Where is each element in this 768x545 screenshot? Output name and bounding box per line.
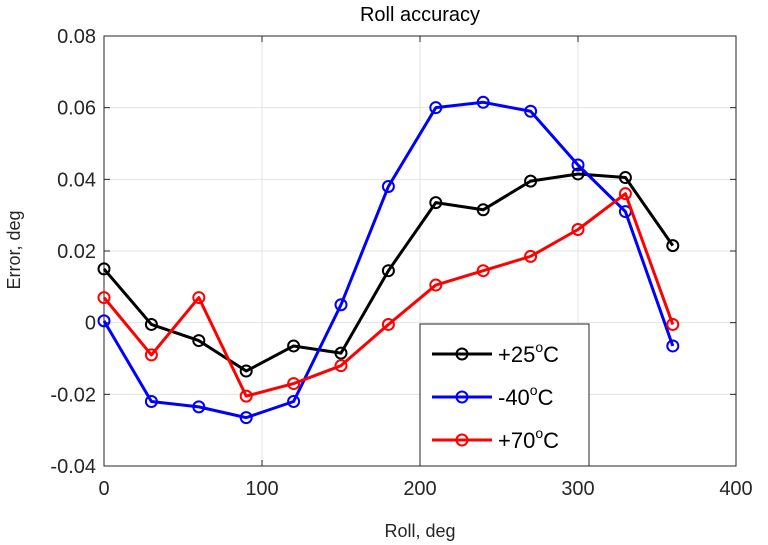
y-axis-title: Error, deg <box>4 210 24 289</box>
legend-box <box>419 323 590 467</box>
data-point <box>666 239 680 253</box>
data-point <box>144 317 158 331</box>
y-tick-label: 0.04 <box>57 169 96 191</box>
chart-title: Roll accuracy <box>360 4 480 26</box>
data-point <box>287 395 301 408</box>
x-tick-label: 400 <box>719 478 752 500</box>
data-point <box>334 346 348 360</box>
legend-item: +25oC <box>432 339 559 367</box>
data-point <box>476 95 490 109</box>
y-tick-label: -0.02 <box>50 384 96 406</box>
data-point <box>571 223 585 236</box>
axis-ticks: 0 100 200 300 400 -0.04 -0.02 0 0.02 0.04 0.06 0.08 <box>50 26 752 500</box>
data-point <box>571 158 585 172</box>
legend-label: -40oC <box>498 382 554 410</box>
data-point <box>524 104 538 118</box>
data-point <box>239 364 253 378</box>
data-point <box>476 264 490 278</box>
data-point <box>97 291 111 305</box>
series-0 <box>97 167 680 378</box>
data-point <box>192 400 206 414</box>
series-layer <box>97 95 680 425</box>
data-point <box>287 339 301 353</box>
x-tick-label: 100 <box>245 478 278 500</box>
legend-marker <box>455 433 469 447</box>
legend-marker <box>455 347 469 361</box>
data-point <box>334 359 348 373</box>
legend: +25oC -40oC +70oC <box>419 323 590 467</box>
x-tick-label: 300 <box>561 478 594 500</box>
legend-marker <box>455 390 469 404</box>
legend-item: +70oC <box>432 425 559 453</box>
data-point <box>381 180 395 193</box>
data-point <box>618 171 632 185</box>
data-point <box>666 317 680 331</box>
x-tick-label: 200 <box>403 478 436 500</box>
data-point <box>476 203 490 217</box>
data-point <box>239 389 253 403</box>
series-line <box>102 192 675 398</box>
y-tick-label: 0 <box>85 313 96 335</box>
data-point <box>97 314 111 328</box>
data-point <box>666 339 680 353</box>
data-point <box>381 317 395 331</box>
data-point <box>524 174 538 188</box>
y-tick-label: -0.04 <box>50 456 96 478</box>
data-point <box>144 348 158 362</box>
data-point <box>239 411 253 425</box>
series-line <box>102 100 675 420</box>
data-point <box>429 101 443 115</box>
data-point <box>192 291 206 305</box>
data-point <box>287 377 301 391</box>
data-point <box>429 196 443 210</box>
data-point <box>571 167 585 181</box>
series-line <box>102 172 675 373</box>
y-tick-label: 0.02 <box>57 241 96 263</box>
data-point <box>192 334 206 348</box>
y-tick-label: 0.06 <box>57 98 96 120</box>
legend-label: +25oC <box>498 339 559 367</box>
data-point <box>618 187 632 201</box>
data-point <box>334 298 348 312</box>
data-point <box>97 262 111 276</box>
data-point <box>524 249 538 263</box>
legend-item: -40oC <box>432 382 554 410</box>
series-2 <box>97 187 680 403</box>
data-point <box>381 264 395 278</box>
data-point <box>429 278 443 292</box>
x-axis-title: Roll, deg <box>384 521 455 541</box>
x-tick-label: 0 <box>98 478 109 500</box>
data-point <box>144 395 158 408</box>
y-tick-label: 0.08 <box>57 26 96 48</box>
legend-label: +70oC <box>498 425 559 453</box>
series-1 <box>97 95 680 425</box>
